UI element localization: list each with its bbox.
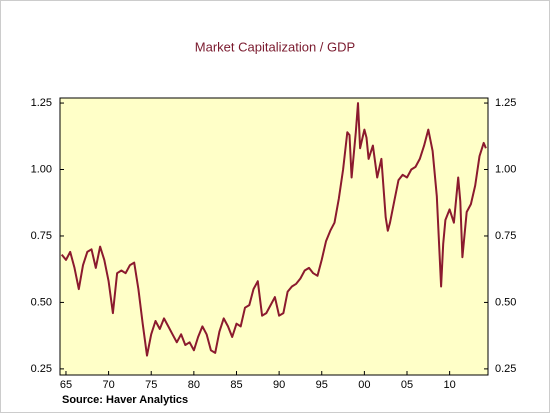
y-tick-label: 1.00	[31, 163, 52, 175]
y2-tick-label: 1.00	[495, 163, 516, 175]
y-tick-label: 1.25	[31, 97, 52, 109]
x-tick-label: 80	[188, 379, 200, 391]
y2-tick-label: 0.75	[495, 230, 516, 242]
x-tick-label: 95	[316, 379, 328, 391]
x-tick-label: 05	[401, 379, 413, 391]
y-tick-label: 0.75	[31, 230, 52, 242]
x-tick-label: 00	[358, 379, 370, 391]
line	[60, 102, 487, 357]
y-tick-label: 0.50	[31, 296, 52, 308]
source: Source: Haver Analytics	[62, 394, 188, 406]
y2-tick-label: 0.50	[495, 296, 516, 308]
y2-tick-label: 1.25	[495, 97, 516, 109]
x-tick-label: 90	[273, 379, 285, 391]
chart-title: Market Capitalization / GDP	[195, 39, 355, 54]
x-tick-label: 10	[444, 379, 456, 391]
x-tick-label: 85	[230, 379, 242, 391]
x-tick-label: 75	[145, 379, 157, 391]
y-tick-label: 0.25	[31, 363, 52, 375]
plot-area	[59, 97, 489, 376]
x-tick-label: 65	[60, 379, 72, 391]
x-tick-label: 70	[102, 379, 114, 391]
y2-tick-label: 0.25	[495, 363, 516, 375]
